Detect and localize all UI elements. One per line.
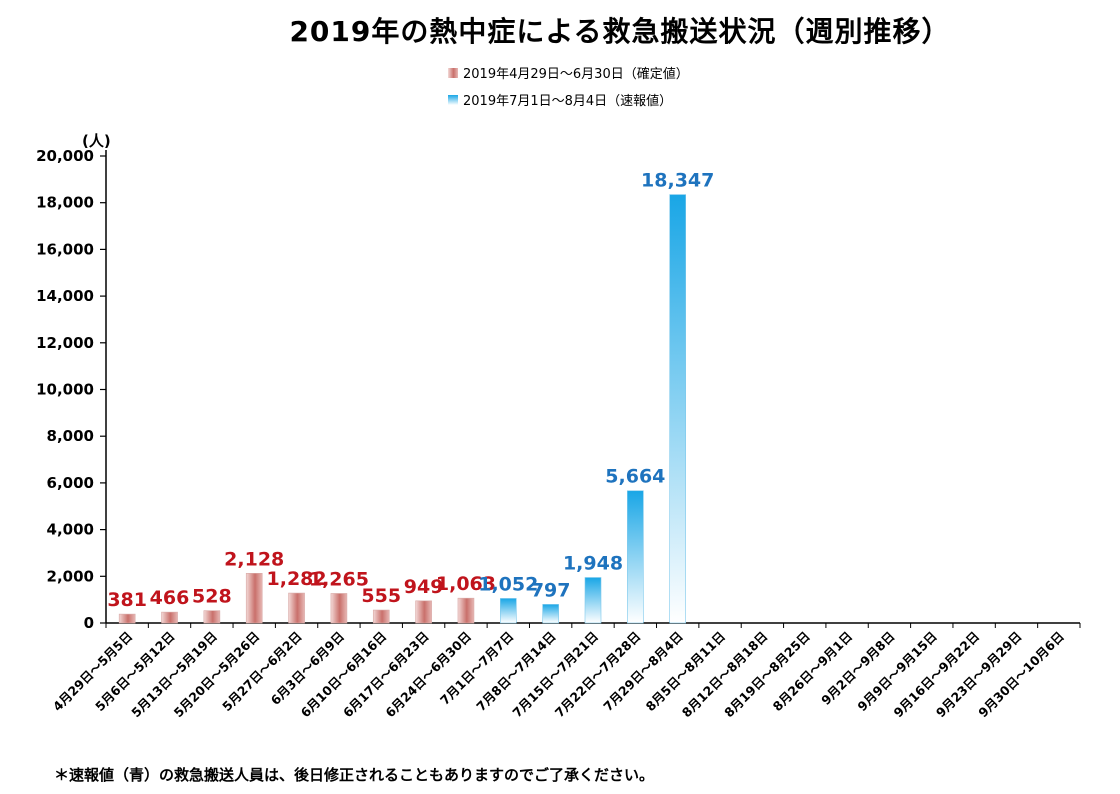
x-category-label: 7月29日～8月4日 [600,629,686,715]
bar [669,194,686,624]
data-label: 528 [192,586,232,608]
bar [584,577,602,624]
y-tick-label: 20,000 [36,147,94,165]
y-tick-label: 8,000 [47,427,94,445]
y-tick-label: 2,000 [47,567,94,585]
y-tick-label: 4,000 [47,521,94,539]
bar [415,600,432,624]
legend-swatch-1 [448,68,458,78]
data-label: 2,128 [224,548,284,570]
y-tick-label: 16,000 [36,240,94,258]
bar [457,597,475,624]
y-tick-label: 18,000 [36,194,94,212]
y-tick-label: 12,000 [36,334,94,352]
bar [118,613,136,624]
legend-swatch-2 [448,95,458,105]
bar [161,611,178,624]
data-label: 466 [150,587,190,609]
data-label: 5,664 [605,466,665,488]
x-category-label: 5月6日～5月12日 [92,629,178,715]
data-label: 381 [107,589,147,611]
data-label: 555 [361,585,401,607]
data-label: 18,347 [641,170,714,192]
bar [288,592,305,624]
data-label: 1,265 [309,568,369,590]
y-axis-unit: (人) [82,132,111,150]
data-label: 797 [531,579,571,601]
bar [203,610,221,624]
x-category-label: 5月27日～6月2日 [219,629,305,715]
legend-entry-2: 2019年7月1日～8月4日（速報値） [463,93,672,109]
chart-title: 2019年の熱中症による救急搬送状況（週別推移） [289,15,951,48]
footnote: ＊速報値（青）の救急搬送人員は、後日修正されることもありますのでご了承ください。 [54,766,655,784]
data-label: 1,948 [563,553,623,575]
x-category-label: 9月9日～9月15日 [854,629,940,715]
x-category-label: 4月29日～5月5日 [50,629,136,715]
x-category-label: 8月5日～8月11日 [643,629,729,715]
data-label: 1,063 [436,573,496,595]
data-label: 949 [404,576,444,598]
data-label: 1,052 [478,573,538,595]
bar [627,490,644,624]
bar [330,593,348,624]
legend-entry-1: 2019年4月29日～6月30日（確定値） [463,66,689,82]
bar [372,609,390,624]
x-category-label: 6月3日～6月9日 [268,629,347,708]
bar [245,573,263,624]
bar [500,598,517,624]
x-category-label: 7月1日～7月7日 [437,629,516,708]
bar [542,604,559,624]
y-tick-label: 6,000 [47,474,94,492]
x-category-label: 9月2日～9月8日 [818,629,897,708]
x-category-label: 7月8日～7月14日 [473,629,559,715]
x-category-label: 8月26日～9月1日 [770,629,856,715]
y-tick-label: 10,000 [36,381,94,399]
y-tick-label: 0 [84,614,94,632]
data-label: 1,282 [267,568,327,590]
y-tick-label: 14,000 [36,287,94,305]
